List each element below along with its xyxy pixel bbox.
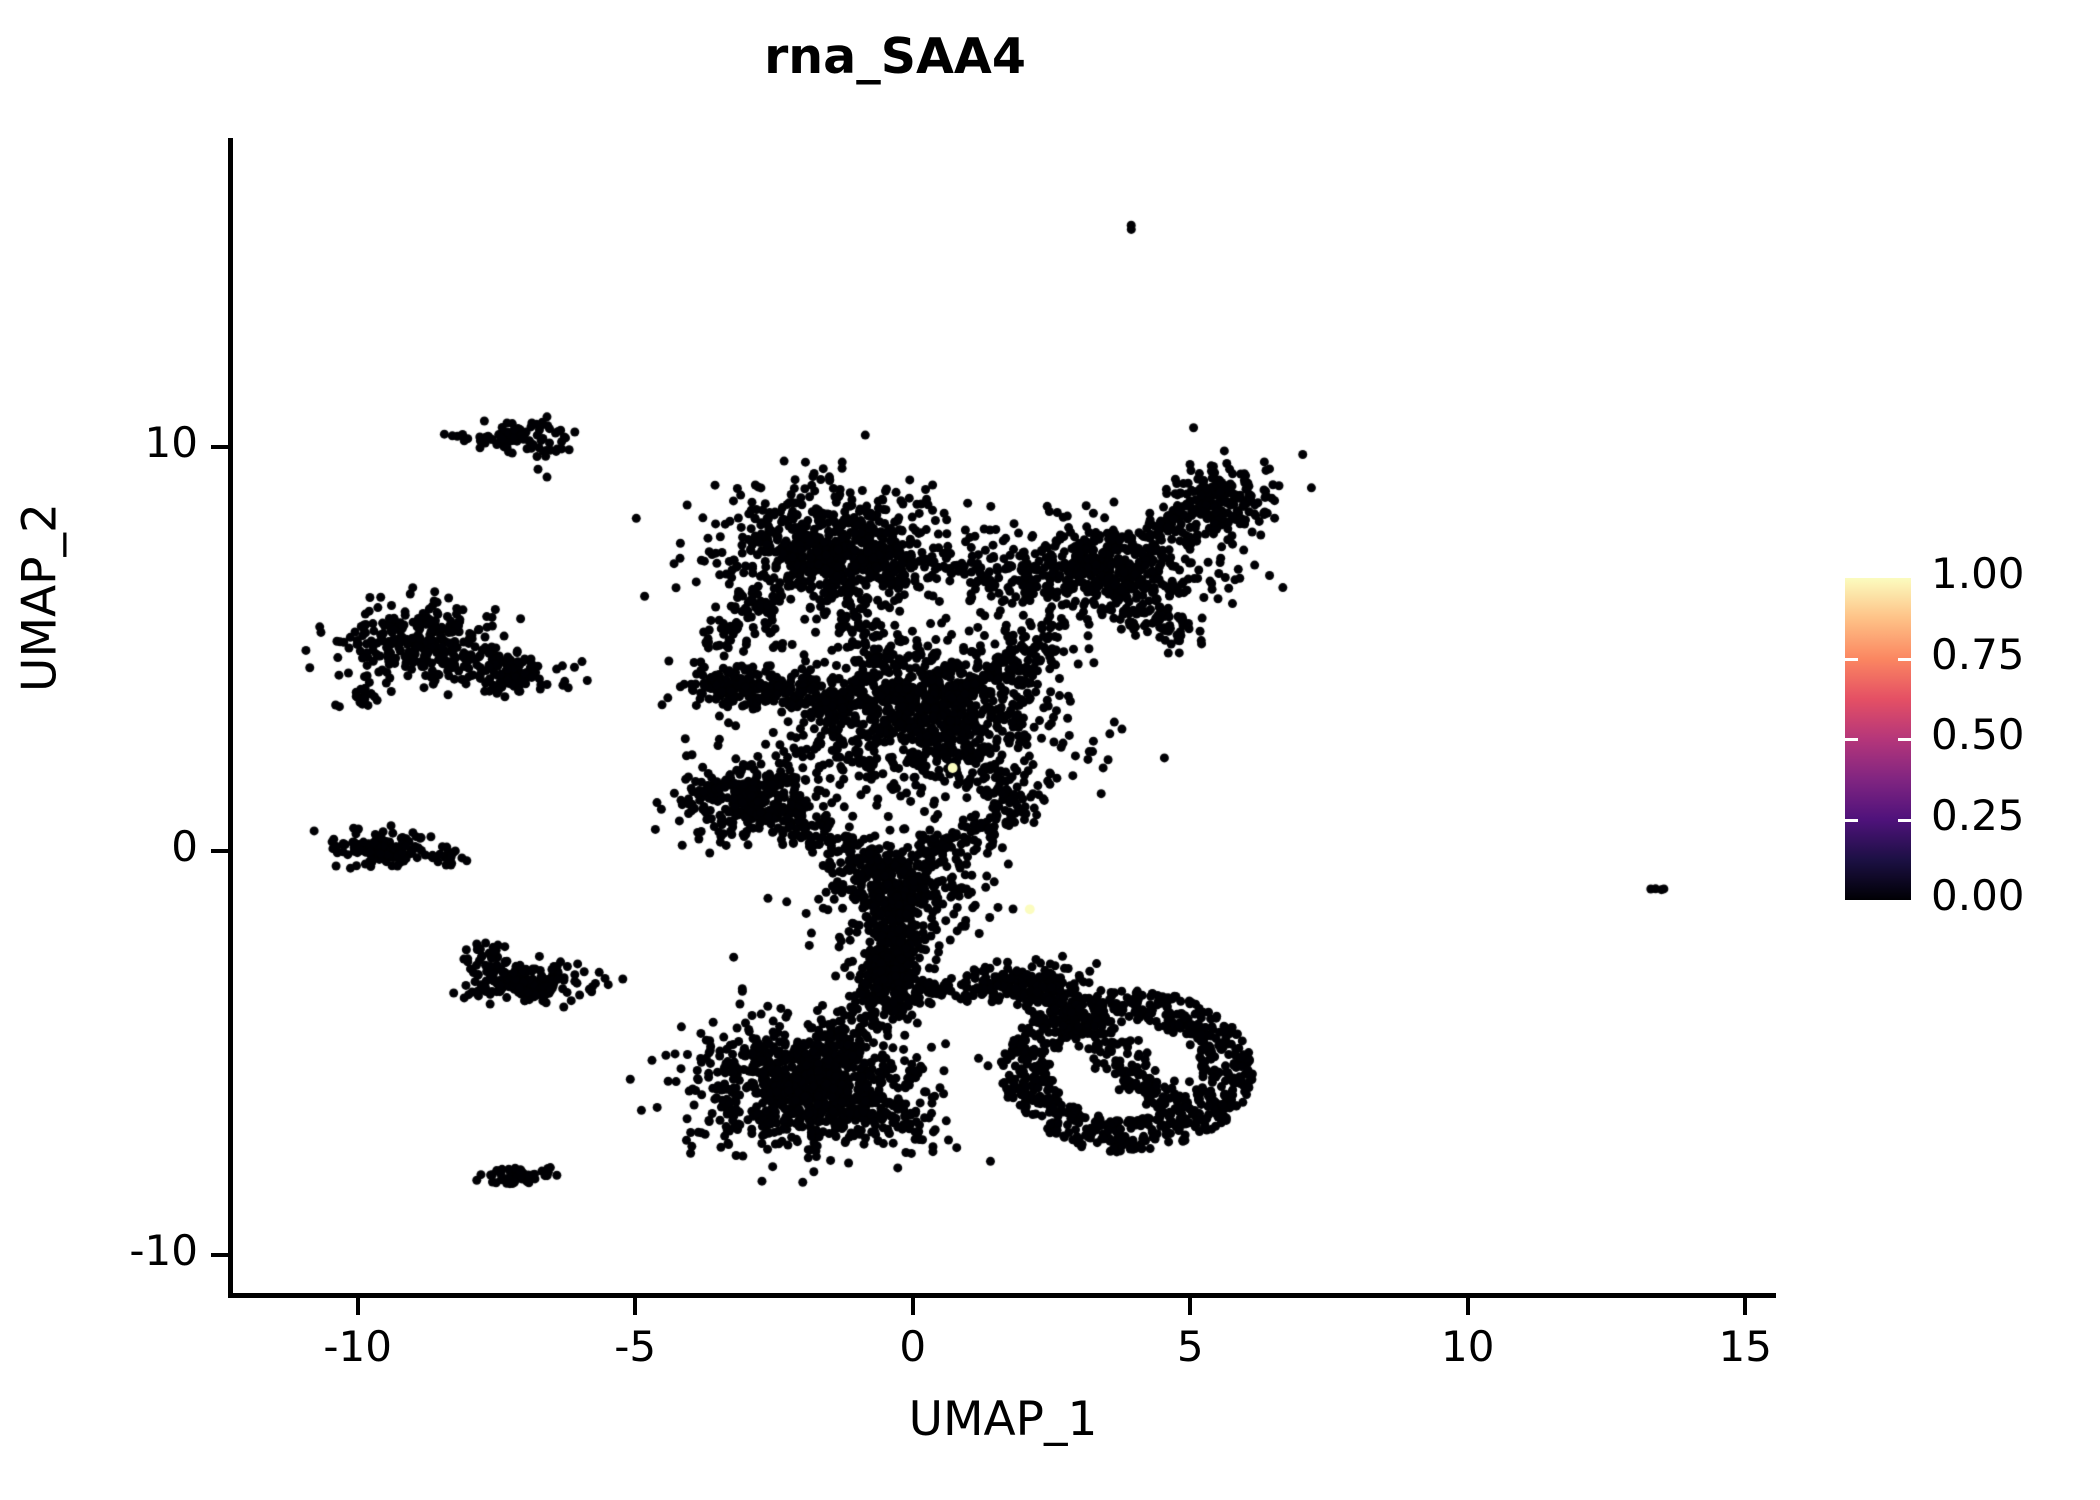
colorbar-tick-label: 0.75	[1931, 629, 2025, 679]
x-tick-label: 10	[1440, 1322, 1495, 1371]
x-axis-spine	[228, 1293, 1776, 1298]
y-tick-mark	[211, 444, 228, 449]
colorbar-tick-label: 0.50	[1931, 710, 2025, 759]
x-axis-label: UMAP_1	[908, 1392, 1098, 1447]
y-axis-spine	[228, 138, 233, 1298]
x-tick-label: -10	[323, 1322, 392, 1371]
x-tick-label: -5	[614, 1322, 657, 1371]
x-tick-mark	[910, 1298, 915, 1315]
y-tick-label: -10	[129, 1225, 198, 1275]
y-tick-mark	[211, 848, 228, 853]
x-tick-mark	[1743, 1298, 1748, 1315]
x-tick-mark	[1188, 1298, 1193, 1315]
page-title: rna_SAA4	[764, 28, 1026, 85]
colorbar-tick-label: 1.00	[1931, 549, 2025, 598]
umap-scatter-canvas[interactable]	[230, 140, 1773, 1295]
y-axis-label-wrapper: UMAP_2	[13, 288, 68, 908]
scatter-plot-panel[interactable]	[230, 140, 1773, 1295]
x-tick-mark	[1465, 1298, 1470, 1315]
x-tick-label: 0	[899, 1322, 927, 1371]
x-tick-label: 5	[1176, 1322, 1204, 1371]
colorbar-tick-mark	[1845, 738, 1911, 741]
colorbar-tick-mark	[1845, 818, 1911, 822]
y-tick-label: 0	[171, 821, 198, 871]
colorbar-tick-label: 0.00	[1931, 871, 2025, 920]
x-tick-label: 15	[1718, 1322, 1772, 1371]
y-tick-label: 10	[144, 417, 198, 467]
colorbar-tick-mark	[1845, 657, 1911, 661]
y-axis-label: UMAP_2	[12, 503, 68, 692]
y-tick-mark	[211, 1252, 228, 1257]
x-tick-mark	[355, 1298, 360, 1315]
x-tick-mark	[633, 1298, 638, 1315]
colorbar-tick-label: 0.25	[1931, 790, 2025, 840]
